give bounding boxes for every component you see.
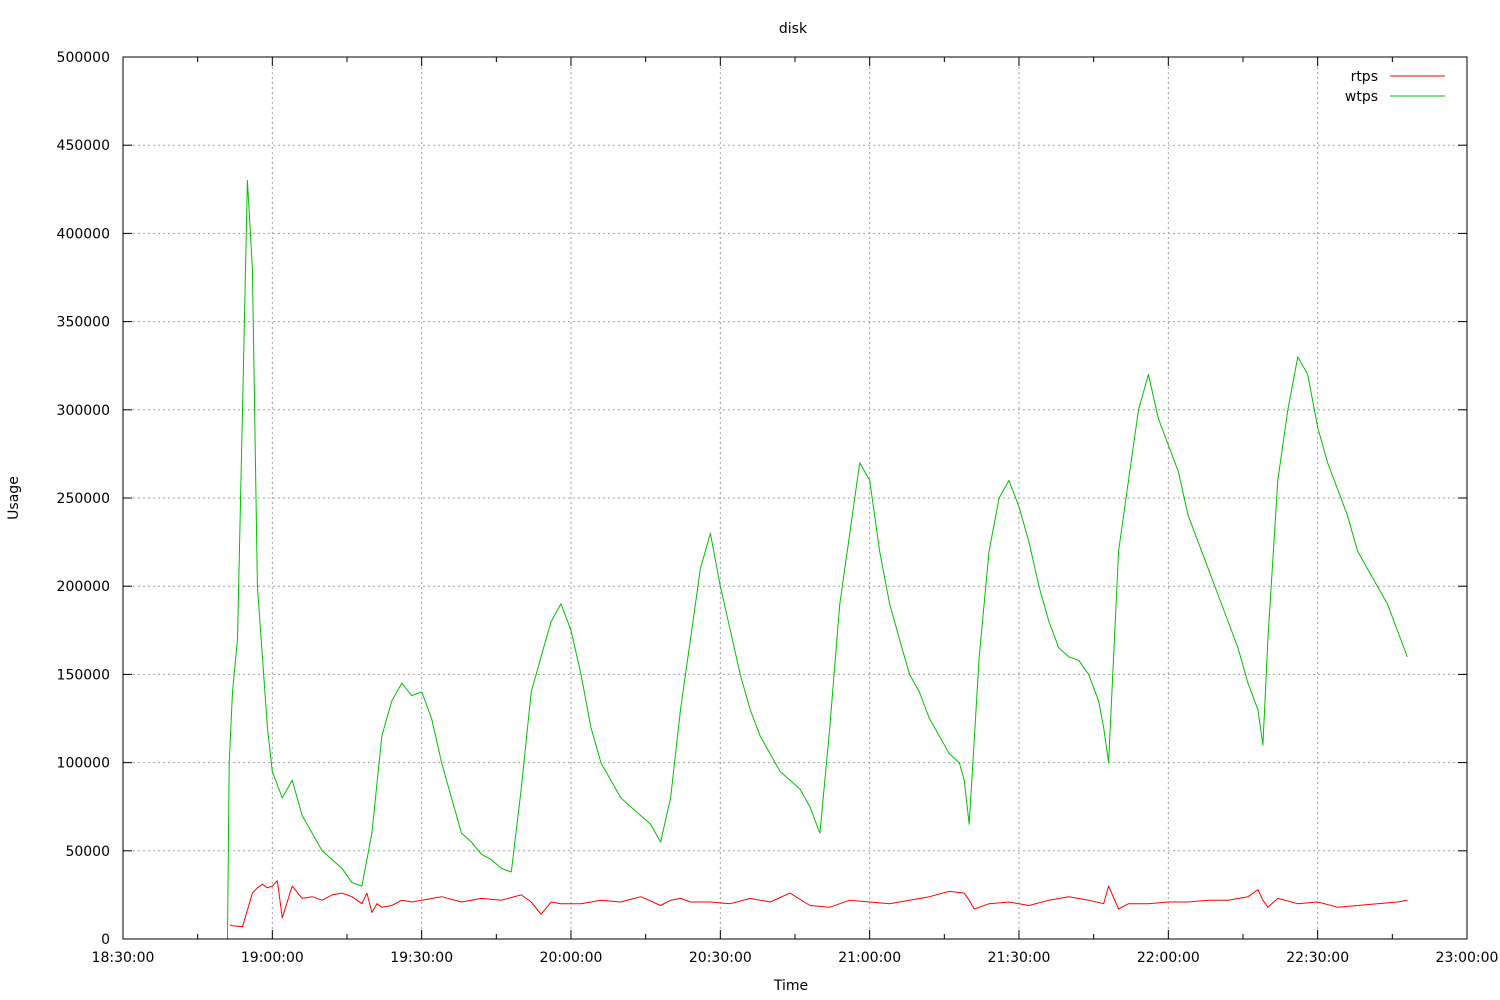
y-tick-label: 100000 <box>57 756 110 772</box>
y-tick-label: 200000 <box>57 579 110 595</box>
y-tick-label: 250000 <box>57 491 110 507</box>
x-tick-label: 22:00:00 <box>1137 950 1200 966</box>
grid-lines <box>123 57 1467 939</box>
legend-label-wtps: wtps <box>1345 89 1378 105</box>
axis-ticks <box>122 56 1468 940</box>
y-tick-label: 0 <box>101 932 110 948</box>
y-axis-label: Usage <box>6 476 22 520</box>
y-tick-label: 450000 <box>57 138 110 154</box>
y-tick-label: 150000 <box>57 667 110 683</box>
legend-label-rtps: rtps <box>1351 69 1378 85</box>
y-tick-label: 500000 <box>57 50 110 66</box>
x-tick-label: 20:30:00 <box>689 950 752 966</box>
y-tick-label: 300000 <box>57 403 110 419</box>
y-tick-label: 50000 <box>65 844 110 860</box>
y-tick-labels: 0 50000 100000 150000 200000 250000 300000 3500… <box>57 50 110 948</box>
x-tick-label: 22:30:00 <box>1286 950 1349 966</box>
x-tick-label: 23:00:00 <box>1436 950 1499 966</box>
legend: rtps wtps <box>1345 69 1445 105</box>
x-tick-labels: 18:30:00 19:00:00 19:30:00 20:00:00 20:30:00… <box>92 950 1499 966</box>
series-layer <box>227 180 1408 940</box>
series-line-rtps <box>229 880 1408 928</box>
chart-title: disk <box>779 21 808 37</box>
x-tick-label: 19:30:00 <box>390 950 453 966</box>
y-tick-label: 350000 <box>57 315 110 331</box>
x-tick-label: 21:30:00 <box>988 950 1051 966</box>
x-tick-label: 21:00:00 <box>838 950 901 966</box>
y-tick-label: 400000 <box>57 226 110 242</box>
x-axis-label: Time <box>773 978 808 994</box>
series-line-wtps <box>227 180 1408 940</box>
x-tick-label: 19:00:00 <box>241 950 304 966</box>
x-tick-label: 18:30:00 <box>92 950 155 966</box>
x-tick-label: 20:00:00 <box>540 950 603 966</box>
